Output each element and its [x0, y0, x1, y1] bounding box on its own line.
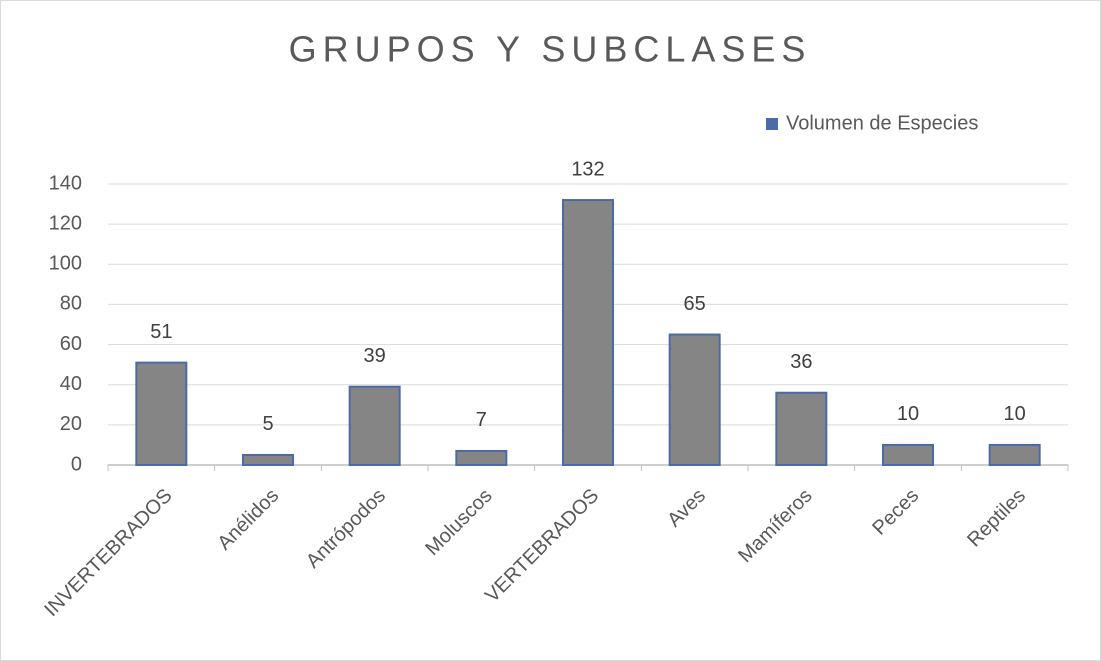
bar — [455, 449, 508, 467]
value-label: 5 — [262, 413, 273, 435]
y-tick-label: 120 — [49, 212, 82, 234]
value-label: 10 — [1004, 403, 1026, 425]
y-tick-label: 100 — [49, 253, 82, 275]
y-tick-label: 40 — [60, 373, 82, 395]
legend-label: Volumen de Especies — [786, 112, 978, 134]
y-tick-label: 140 — [49, 172, 82, 194]
bar — [348, 385, 401, 467]
bar — [882, 443, 934, 466]
value-label: 132 — [571, 158, 604, 180]
bar — [562, 199, 614, 467]
value-label: 65 — [684, 293, 706, 315]
value-label: 36 — [790, 351, 812, 373]
y-tick-label: 80 — [60, 293, 82, 315]
y-tick-label: 20 — [60, 413, 82, 435]
value-label: 39 — [364, 345, 386, 367]
value-label: 10 — [897, 403, 919, 425]
bar — [242, 453, 294, 467]
value-label: 7 — [476, 409, 487, 431]
chart-title: GRUPOS Y SUBCLASES — [289, 29, 812, 70]
legend-swatch — [766, 118, 778, 130]
bar — [775, 391, 828, 466]
bar — [668, 333, 721, 466]
bar — [135, 361, 188, 466]
value-label: 51 — [150, 321, 172, 343]
y-tick-label: 0 — [71, 453, 82, 475]
y-tick-label: 60 — [60, 333, 82, 355]
bar — [988, 443, 1041, 466]
